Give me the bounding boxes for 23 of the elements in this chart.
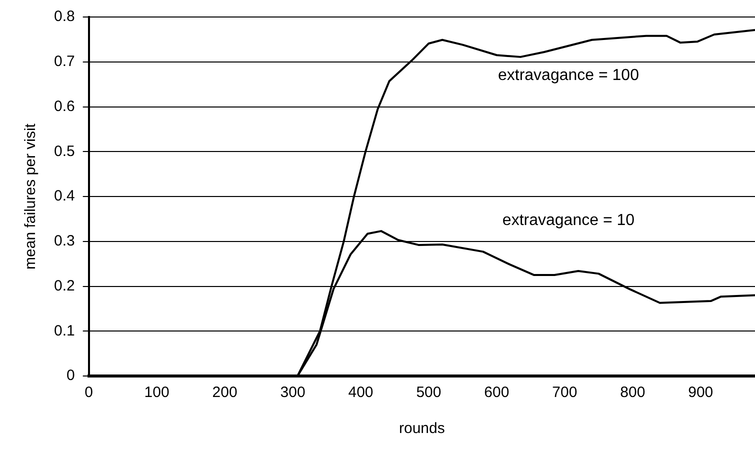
x-tick-label: 600 xyxy=(484,384,510,402)
y-tick-label: 0.1 xyxy=(54,322,75,340)
y-tick-label: 0.5 xyxy=(54,142,75,160)
x-tick-label: 300 xyxy=(280,384,306,402)
x-tick-label: 100 xyxy=(144,384,170,402)
series-label: extravagance = 100 xyxy=(498,67,640,84)
y-tick-label: 0.2 xyxy=(54,277,75,294)
x-tick-label: 500 xyxy=(416,384,442,402)
x-tick-label: 0 xyxy=(84,384,94,402)
x-tick-label: 900 xyxy=(688,384,714,402)
y-axis-title: mean failures per visit xyxy=(22,122,40,270)
y-tick-label: 0.7 xyxy=(54,53,75,70)
y-tick-label: 0.6 xyxy=(54,98,75,115)
series-label: extravagance = 10 xyxy=(502,212,635,230)
x-axis-title: rounds xyxy=(398,420,445,438)
y-tick-label: 0.3 xyxy=(54,232,75,250)
x-tick-label: 200 xyxy=(212,384,238,402)
x-tick-label: 400 xyxy=(348,384,374,402)
x-tick-label: 700 xyxy=(552,384,578,402)
y-tick-label: 0.8 xyxy=(54,8,75,26)
y-tick-label: 0.4 xyxy=(54,188,75,205)
x-tick-label: 800 xyxy=(620,384,646,402)
y-tick-label: 0 xyxy=(66,367,75,384)
